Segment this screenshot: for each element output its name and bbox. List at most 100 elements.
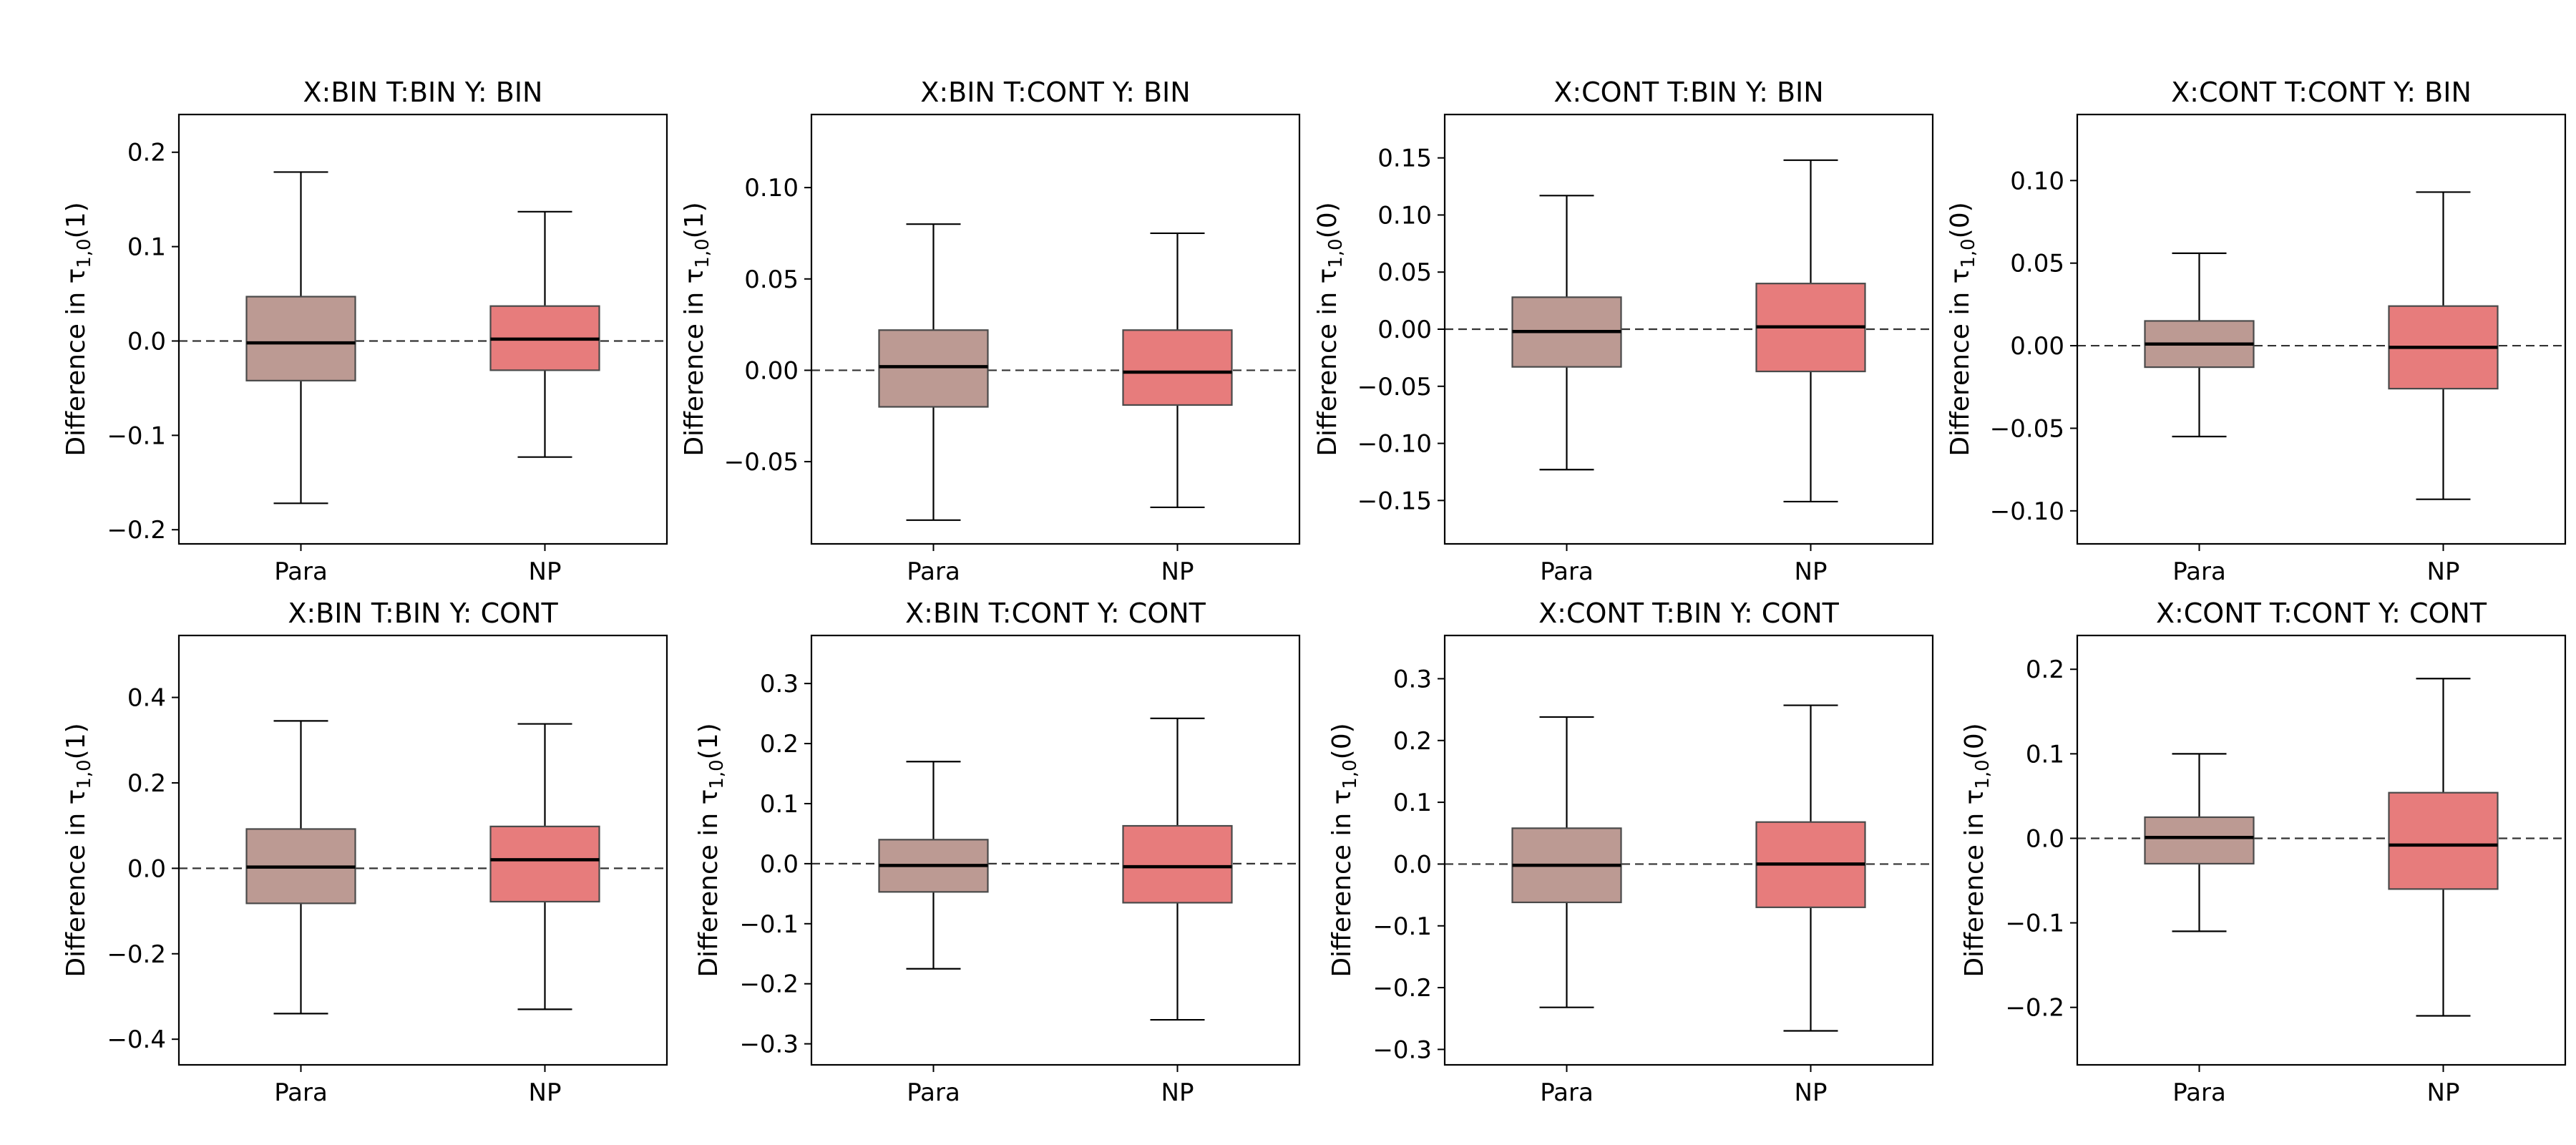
subplot-title: X:CONT T:BIN Y: BIN [1553, 77, 1823, 108]
subplot-title: X:CONT T:CONT Y: CONT [2156, 598, 2487, 629]
subplot-7: X:CONT T:BIN Y: CONT −0.3 −0.2 −0.1 0.0 0.1 0.… [1327, 598, 1934, 1107]
iqr-box [2388, 791, 2499, 890]
y-tick-label: −0.05 [1990, 414, 2064, 443]
box-para [245, 171, 356, 505]
y-axis-label-prefix: Difference in τ [1327, 789, 1357, 978]
y-tick-label: 0.00 [2010, 332, 2064, 361]
y-tick-label: 0.1 [2026, 740, 2064, 769]
y-tick-label: 0.00 [744, 356, 799, 385]
y-tick-label: −0.05 [724, 448, 799, 477]
iqr-box [1122, 329, 1233, 406]
box-np [1122, 717, 1233, 1021]
y-tick-label: −0.05 [1357, 373, 1432, 401]
y-tick-label: 0.15 [1377, 145, 1432, 173]
y-axis-label-suffix: (0) [1313, 202, 1342, 238]
axes-frame [810, 634, 1301, 1066]
subplot-8: X:CONT T:CONT Y: CONT −0.2 −0.1 0.0 0.1 0.2 Pa… [1960, 598, 2567, 1107]
y-tick-label: 0.3 [760, 670, 799, 698]
y-tick-label: 0.2 [127, 769, 166, 798]
y-tick-label: 0.10 [2010, 167, 2064, 195]
y-axis-label-prefix: Difference in τ [1960, 789, 1989, 978]
y-axis-label: Difference in τ1,0(1) [694, 723, 728, 977]
y-tick-label: −0.15 [1357, 487, 1432, 515]
y-tick-label: 0.2 [127, 139, 166, 167]
axes-frame [177, 113, 668, 545]
x-tick-label: NP [1795, 557, 1828, 586]
y-tick-label: −0.4 [107, 1025, 166, 1054]
y-tick-label: 0.1 [760, 790, 799, 819]
y-tick-label: 0.0 [127, 854, 166, 883]
y-axis-label: Difference in τ1,0(1) [62, 723, 95, 977]
y-axis-label-suffix: (1) [62, 202, 91, 238]
x-tick-label: NP [1161, 557, 1194, 586]
box-para [2144, 753, 2255, 932]
y-axis-label-prefix: Difference in τ [694, 789, 723, 978]
box-para [1511, 195, 1622, 471]
y-tick-label: −0.10 [1990, 497, 2064, 526]
x-tick-label: Para [2172, 1078, 2226, 1107]
subplot-title: X:CONT T:BIN Y: CONT [1538, 598, 1840, 629]
box-np [2388, 678, 2499, 1017]
box-np [1122, 232, 1233, 509]
y-axis-label: Difference in τ1,0(0) [1327, 723, 1361, 977]
x-tick-label: NP [1161, 1078, 1194, 1107]
x-tick-label: Para [1540, 1078, 1594, 1107]
y-axis-label-subscript: 1,0 [1340, 759, 1361, 789]
y-axis-label-prefix: Difference in τ [680, 268, 709, 457]
box-para [2144, 252, 2255, 438]
y-tick-label: −0.10 [1357, 430, 1432, 459]
x-tick-label: Para [1540, 557, 1594, 586]
y-tick-label: 0.0 [1393, 850, 1432, 879]
y-axis-label-subscript: 1,0 [74, 238, 95, 268]
y-axis-label-prefix: Difference in τ [1946, 268, 1975, 457]
x-tick-label: NP [2427, 557, 2460, 586]
box-np [489, 723, 600, 1010]
y-axis-label: Difference in τ1,0(0) [1313, 202, 1347, 456]
x-tick-label: Para [907, 1078, 960, 1107]
y-tick-label: −0.2 [739, 970, 799, 999]
subplot-6: X:BIN T:CONT Y: CONT −0.3 −0.2 −0.1 0.0 0.1 0.… [694, 598, 1301, 1107]
iqr-box [245, 296, 356, 381]
x-tick-label: Para [274, 557, 328, 586]
y-tick-label: 0.0 [2026, 824, 2064, 853]
y-tick-label: 0.1 [1393, 789, 1432, 817]
y-tick-label: 0.10 [1377, 201, 1432, 230]
iqr-box [2144, 816, 2255, 864]
subplot-3: X:CONT T:BIN Y: BIN −0.15 −0.10 −0.05 0.00 0.… [1313, 77, 1934, 586]
y-axis-label-prefix: Difference in τ [62, 268, 91, 457]
y-tick-label: 0.05 [1377, 258, 1432, 287]
subplot-1: X:BIN T:BIN Y: BIN −0.2 −0.1 0.0 0.1 0.2 Para N… [62, 77, 668, 586]
box-np [489, 210, 600, 458]
y-axis-label: Difference in τ1,0(1) [680, 202, 713, 456]
iqr-box [489, 825, 600, 903]
y-axis-label-suffix: (1) [694, 723, 723, 759]
x-tick-label: NP [529, 557, 562, 586]
y-axis-label: Difference in τ1,0(1) [62, 202, 95, 456]
y-axis-label-suffix: (0) [1946, 202, 1975, 238]
subplot-5: X:BIN T:BIN Y: CONT −0.4 −0.2 0.0 0.2 0.4 Para… [62, 598, 668, 1107]
y-axis-label-prefix: Difference in τ [1313, 268, 1342, 457]
y-axis-label-suffix: (0) [1327, 723, 1357, 759]
y-axis-label-subscript: 1,0 [1972, 759, 1994, 789]
y-tick-label: −0.2 [1372, 974, 1432, 1003]
y-axis-label-suffix: (1) [62, 723, 91, 759]
x-tick-label: Para [274, 1078, 328, 1107]
y-tick-label: 0.2 [2026, 656, 2064, 684]
y-axis-label: Difference in τ1,0(0) [1960, 723, 1994, 977]
y-tick-label: −0.3 [1372, 1036, 1432, 1064]
y-tick-label: 0.2 [760, 730, 799, 759]
y-axis-label-subscript: 1,0 [74, 759, 95, 789]
y-axis-label-suffix: (0) [1960, 723, 1989, 759]
y-tick-label: 0.3 [1393, 665, 1432, 693]
y-tick-label: −0.1 [107, 422, 166, 450]
y-tick-label: 0.4 [127, 684, 166, 713]
iqr-box [878, 329, 989, 408]
axes-frame [177, 634, 668, 1066]
subplot-title: X:CONT T:CONT Y: BIN [2171, 77, 2472, 108]
y-tick-label: 0.00 [1377, 316, 1432, 344]
y-tick-label: 0.2 [1393, 727, 1432, 756]
y-tick-label: −0.2 [107, 940, 166, 969]
box-np [2388, 191, 2499, 500]
y-tick-label: 0.05 [2010, 250, 2064, 278]
